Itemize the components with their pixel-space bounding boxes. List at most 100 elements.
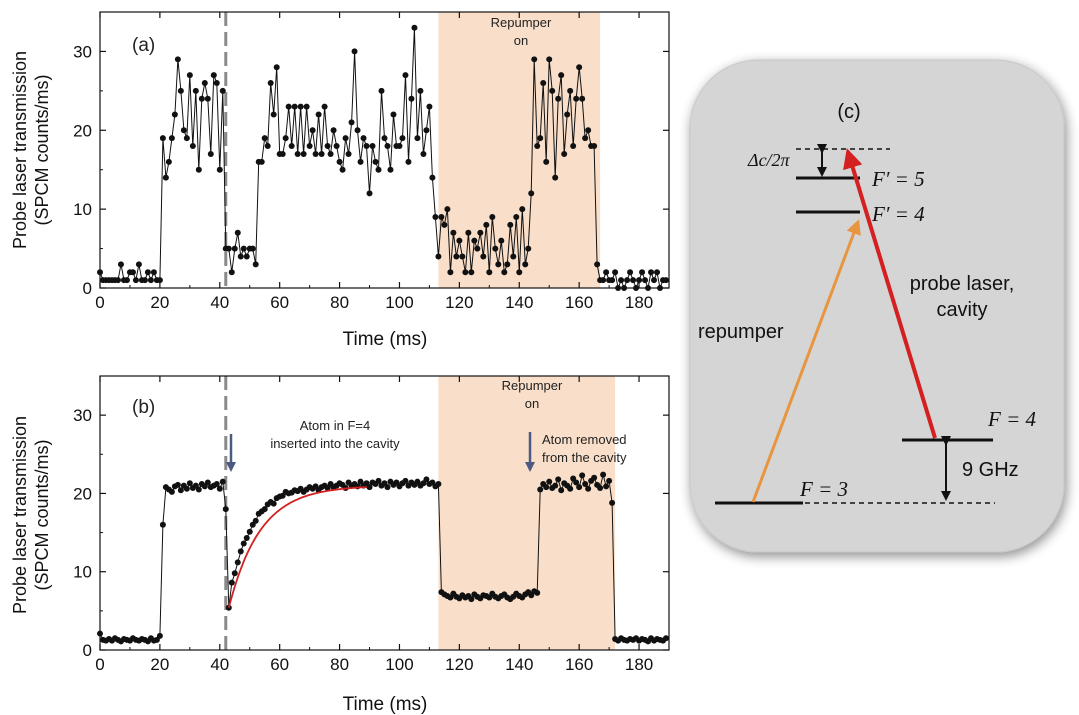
data-point (540, 79, 547, 86)
data-point (195, 166, 202, 173)
data-point (279, 150, 286, 157)
data-point (300, 150, 307, 157)
data-point (378, 87, 385, 94)
data-point (309, 127, 316, 134)
data-point (252, 261, 259, 268)
x-tick-label: 140 (505, 293, 533, 312)
data-point (663, 635, 670, 642)
data-point (519, 206, 526, 213)
data-point (186, 72, 193, 79)
data-point (516, 269, 523, 276)
data-point (384, 484, 391, 491)
probe-label-line1: probe laser, (910, 273, 1015, 295)
data-point (453, 253, 460, 260)
y-tick-label: 0 (83, 641, 92, 660)
data-point (606, 477, 613, 484)
label-f4: F = 4 (987, 407, 1036, 431)
data-point (240, 245, 247, 252)
data-point (489, 214, 496, 221)
y-axis-label-b-line2: (SPCM counts/ms) (32, 439, 52, 590)
y-axis-label-b: Probe laser transmission (SPCM counts/ms… (10, 416, 52, 614)
data-point (498, 237, 505, 244)
data-point (525, 245, 532, 252)
data-point (159, 135, 166, 142)
data-point (270, 111, 277, 118)
data-point (150, 269, 157, 276)
data-point (597, 484, 604, 491)
data-point (195, 486, 202, 493)
data-point (564, 111, 571, 118)
data-point (318, 150, 325, 157)
data-point (414, 135, 421, 142)
data-point (435, 253, 442, 260)
data-point (306, 143, 313, 150)
x-tick-label: 180 (625, 655, 653, 674)
data-point (357, 158, 364, 165)
data-point (576, 484, 583, 491)
data-point (366, 484, 373, 491)
data-point (264, 143, 271, 150)
x-axis-label-a: Time (ms) (343, 329, 428, 350)
x-tick-label: 120 (445, 655, 473, 674)
data-point (468, 269, 475, 276)
data-point (531, 56, 538, 63)
y-tick-label: 20 (73, 121, 92, 140)
data-point (450, 229, 457, 236)
data-point (561, 150, 568, 157)
data-point (141, 277, 148, 284)
data-point (504, 261, 511, 268)
data-point (213, 481, 220, 488)
data-point (477, 229, 484, 236)
data-point (261, 135, 268, 142)
data-point (510, 253, 517, 260)
data-point (375, 166, 382, 173)
data-point (387, 166, 394, 173)
detuning-label: Δc/2π (747, 150, 791, 170)
data-point (129, 269, 136, 276)
data-point (261, 506, 268, 513)
y-axis-label-b-line1: Probe laser transmission (10, 416, 30, 614)
data-point (549, 87, 556, 94)
data-point (396, 143, 403, 150)
data-point (219, 87, 226, 94)
data-point (507, 221, 514, 228)
data-point (546, 478, 553, 485)
data-point (639, 269, 646, 276)
probe-label-line2: cavity (936, 299, 987, 321)
data-point (333, 143, 340, 150)
data-point (234, 229, 241, 236)
y-tick-label: 10 (73, 200, 92, 219)
y-tick-label: 30 (73, 406, 92, 425)
data-point (567, 485, 574, 492)
atom-removed-line1: Atom removed (542, 432, 627, 447)
data-point (210, 72, 217, 79)
data-point (348, 119, 355, 126)
data-point (327, 150, 334, 157)
data-point (225, 604, 232, 611)
data-point (582, 135, 589, 142)
data-point (402, 72, 409, 79)
data-point (543, 484, 550, 491)
data-point (381, 135, 388, 142)
data-point (189, 143, 196, 150)
data-point (225, 245, 232, 252)
data-point (135, 261, 142, 268)
data-point (156, 632, 163, 639)
data-point (201, 79, 208, 86)
data-point (600, 471, 607, 478)
data-point (423, 476, 430, 483)
data-point (231, 245, 238, 252)
axes-a: 0 20 40 60 80 100 120 140 160 180 0 10 20 30 (73, 12, 669, 312)
y-tick-label: 30 (73, 42, 92, 61)
x-tick-label: 140 (505, 655, 533, 674)
data-point (243, 253, 250, 260)
data-point (258, 158, 265, 165)
x-tick-label: 40 (210, 293, 229, 312)
data-point (441, 221, 448, 228)
data-point (624, 277, 631, 284)
data-point (207, 150, 214, 157)
data-point (339, 166, 346, 173)
data-point (243, 535, 250, 542)
data-point (534, 589, 541, 596)
